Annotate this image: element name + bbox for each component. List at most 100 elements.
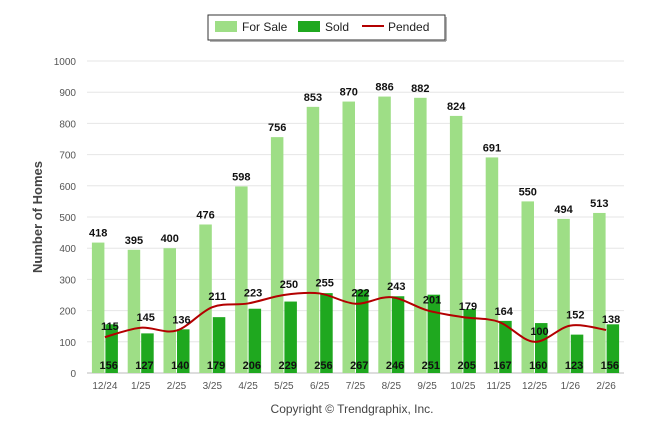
data-label-for-sale: 824 <box>447 101 466 113</box>
data-label-pended: 115 <box>101 321 119 333</box>
data-label-sold: 160 <box>529 360 547 372</box>
data-label-for-sale: 395 <box>125 235 143 247</box>
legend-label-for-sale: For Sale <box>242 20 288 34</box>
legend-box <box>207 14 446 41</box>
data-label-sold: 246 <box>386 360 404 372</box>
data-label-pended: 138 <box>602 314 620 326</box>
data-label-for-sale: 476 <box>196 209 214 221</box>
bar-for-sale <box>163 248 176 373</box>
y-tick-label: 900 <box>59 88 76 99</box>
data-label-sold: 179 <box>207 360 225 372</box>
data-label-pended: 201 <box>423 294 441 306</box>
copyright-credit: Copyright © Trendgraphix, Inc. <box>271 402 434 416</box>
bar-sold <box>177 329 190 373</box>
bar-sold <box>499 320 512 373</box>
legend-swatch-for-sale <box>215 21 237 32</box>
x-tick-label: 10/25 <box>450 381 475 392</box>
y-tick-label: 400 <box>59 244 76 255</box>
pended-line-group <box>104 291 607 343</box>
data-label-sold: 251 <box>422 360 440 372</box>
x-tick-label: 7/25 <box>346 381 366 392</box>
x-tick-label: 2/26 <box>596 381 616 392</box>
data-label-sold: 205 <box>457 360 475 372</box>
x-tick-label: 11/25 <box>487 381 512 392</box>
x-tick-label: 12/24 <box>92 381 117 392</box>
bar-for-sale <box>378 96 391 374</box>
x-tick-label: 3/25 <box>203 381 223 392</box>
data-label-pended: 164 <box>495 306 514 318</box>
bar-for-sale <box>557 218 570 373</box>
data-label-sold: 156 <box>601 360 619 372</box>
bar-sold <box>427 294 441 373</box>
x-tick-label: 9/25 <box>417 381 437 392</box>
y-tick-label: 500 <box>59 213 76 224</box>
data-labels: 418 156 395 127 400 140 476 179 598 206 756 229 853 2… <box>89 82 620 372</box>
data-label-pended: 136 <box>172 315 190 327</box>
x-tick-label: 5/25 <box>274 381 294 392</box>
data-label-sold: 206 <box>243 360 261 372</box>
y-tick-label: 800 <box>59 119 76 130</box>
data-label-for-sale: 756 <box>268 122 286 134</box>
data-label-for-sale: 882 <box>411 83 429 95</box>
bar-for-sale <box>449 115 463 374</box>
legend-label-pended: Pended <box>388 20 429 34</box>
y-tick-label: 300 <box>59 275 76 286</box>
bar-sold <box>606 324 620 373</box>
bar-sold <box>463 309 476 373</box>
data-label-sold: 267 <box>350 360 368 372</box>
bar-for-sale <box>485 157 499 373</box>
y-tick-label: 200 <box>59 307 76 318</box>
pended-line <box>104 291 607 343</box>
data-label-pended: 100 <box>530 326 548 338</box>
data-label-pended: 223 <box>244 287 262 299</box>
bars <box>91 96 620 374</box>
data-label-pended: 179 <box>459 301 477 313</box>
x-axis-ticks: 12/24 1/25 2/25 3/25 4/25 5/25 6/25 7/25 8/25 9/2… <box>92 381 616 392</box>
y-tick-label: 100 <box>59 338 76 349</box>
legend-label-sold: Sold <box>325 20 349 34</box>
legend-swatch-sold <box>298 21 320 32</box>
x-tick-label: 6/25 <box>310 381 330 392</box>
data-label-pended: 211 <box>208 291 226 303</box>
bar-sold <box>284 301 297 373</box>
y-axis-title: Number of Homes <box>30 161 45 273</box>
bar-sold <box>356 289 369 373</box>
bar-sold <box>212 317 226 373</box>
data-label-for-sale: 870 <box>340 87 358 99</box>
y-axis-ticks: 0 100 200 300 400 500 600 700 800 900 1000 <box>54 57 77 380</box>
bar-for-sale <box>91 242 105 373</box>
data-label-pended: 250 <box>280 279 298 291</box>
x-tick-label: 2/25 <box>167 381 187 392</box>
gridlines <box>87 60 624 374</box>
bar-sold <box>320 293 333 373</box>
data-label-for-sale: 550 <box>519 186 537 198</box>
bar-for-sale <box>342 101 355 373</box>
data-label-for-sale: 400 <box>161 233 179 245</box>
bar-sold <box>391 296 405 373</box>
bar-sold <box>570 334 584 373</box>
bar-for-sale <box>127 249 141 373</box>
x-tick-label: 1/26 <box>561 381 581 392</box>
bar-for-sale <box>235 186 248 373</box>
x-tick-label: 12/25 <box>522 381 547 392</box>
data-label-for-sale: 418 <box>89 228 107 240</box>
data-label-for-sale: 513 <box>590 198 608 210</box>
bar-for-sale <box>414 97 427 373</box>
y-tick-label: 0 <box>70 369 76 380</box>
data-label-sold: 127 <box>135 360 153 372</box>
data-label-sold: 123 <box>565 360 583 372</box>
data-label-pended: 152 <box>566 310 584 322</box>
bar-sold <box>535 323 548 373</box>
y-tick-label: 1000 <box>54 57 77 68</box>
data-label-sold: 140 <box>171 360 189 372</box>
bar-for-sale <box>199 224 212 373</box>
data-label-for-sale: 598 <box>232 171 250 183</box>
data-label-for-sale: 691 <box>483 142 501 154</box>
x-tick-label: 8/25 <box>382 381 402 392</box>
data-label-sold: 156 <box>99 360 117 372</box>
data-label-sold: 167 <box>493 360 511 372</box>
data-label-pended: 145 <box>137 312 155 324</box>
data-label-sold: 256 <box>314 360 332 372</box>
legend: For Sale Sold Pended <box>207 14 447 42</box>
